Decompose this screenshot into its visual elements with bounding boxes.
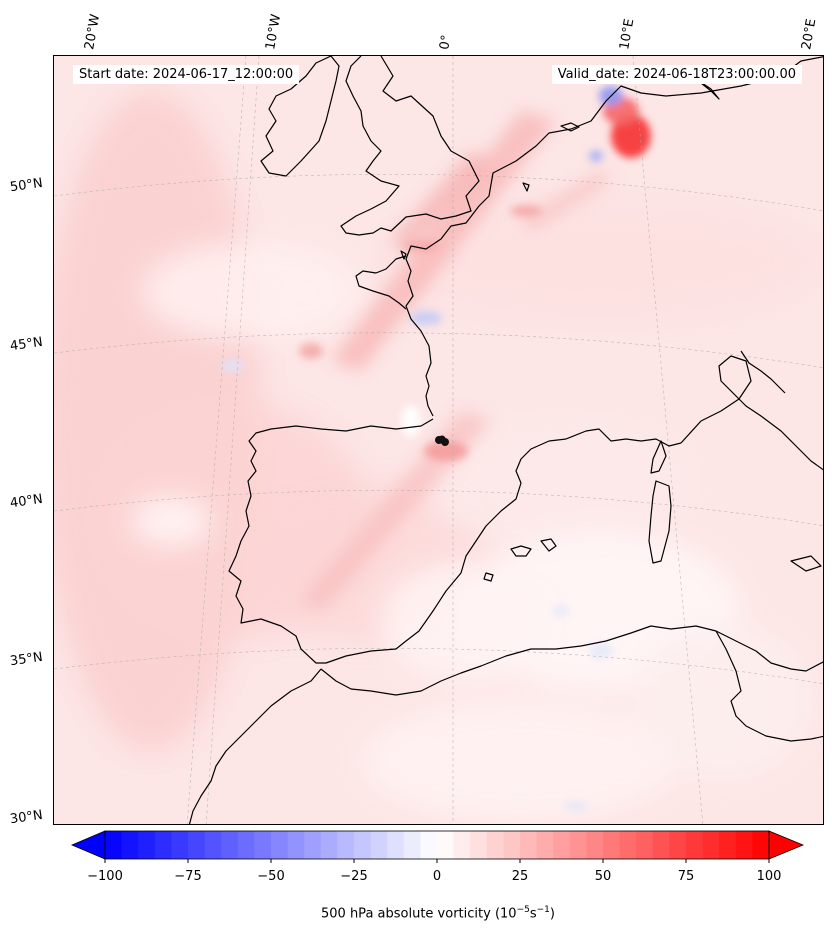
colorbar [70, 830, 805, 863]
start-date-label: Start date: 2024-06-17_12:00:00 [73, 65, 300, 84]
colorbar-cell [105, 831, 123, 859]
colorbar-cell [569, 831, 587, 859]
colorbar-cell [304, 831, 322, 859]
lon-label-20w: 20°W [82, 13, 104, 52]
coastlines [188, 56, 823, 824]
lon-label-10e: 10°E [617, 17, 638, 52]
lat-label-30n: 30°N [9, 807, 44, 828]
colorbar-cell [636, 831, 654, 859]
colorbar-cell [603, 831, 621, 859]
colorbar-cell [486, 831, 504, 859]
valid-date-label: Valid_date: 2024-06-18T23:00:00.00 [551, 65, 802, 84]
cbar-tick-100: 100 [756, 869, 782, 884]
cbar-tick-0: 0 [432, 869, 442, 884]
colorbar-cell [470, 831, 488, 859]
map-panel: Start date: 2024-06-17_12:00:00 Valid_da… [53, 55, 824, 825]
colorbar-ticks [104, 859, 770, 863]
colorbar-label: 500 hPa absolute vorticity (10−5s−1) [321, 905, 555, 922]
colorbar-cell [370, 831, 388, 859]
colorbar-cell [437, 831, 455, 859]
colorbar-cell [619, 831, 637, 859]
cbar-tick-25: 25 [511, 869, 529, 884]
colorbar-cell [121, 831, 139, 859]
lon-label-10w: 10°W [263, 13, 285, 52]
colorbar-extend-max [768, 830, 805, 860]
colorbar-cell [752, 831, 770, 859]
lat-label-45n: 45°N [9, 334, 44, 355]
colorbar-cell [221, 831, 239, 859]
colorbar-extend-min [70, 830, 106, 860]
colorbar-cell [520, 831, 538, 859]
colorbar-cell [420, 831, 438, 859]
colorbar-cell [188, 831, 206, 859]
lat-label-40n: 40°N [9, 491, 44, 512]
colorbar-cell [503, 831, 521, 859]
lon-label-0: 0° [437, 33, 455, 51]
colorbar-cells [70, 830, 805, 860]
cbar-tick--50: −50 [257, 869, 285, 884]
point-marker [435, 435, 449, 446]
colorbar-cell [536, 831, 554, 859]
colorbar-cell [686, 831, 704, 859]
lat-label-50n: 50°N [9, 175, 44, 196]
colorbar-cell [702, 831, 720, 859]
colorbar-cell [287, 831, 305, 859]
map-canvas [54, 56, 823, 824]
colorbar-cell [553, 831, 571, 859]
cbar-tick--75: −75 [174, 869, 202, 884]
colorbar-cell [719, 831, 737, 859]
colorbar-cell [154, 831, 172, 859]
colorbar-cell [138, 831, 156, 859]
cbar-tick-50: 50 [594, 869, 612, 884]
cbar-tick--100: −100 [87, 869, 123, 884]
cbar-tick--25: −25 [340, 869, 368, 884]
colorbar-cell [586, 831, 604, 859]
colorbar-cell [320, 831, 338, 859]
colorbar-cell [652, 831, 670, 859]
colorbar-cell [254, 831, 272, 859]
colorbar-cell [669, 831, 687, 859]
colorbar-cell [171, 831, 189, 859]
colorbar-cell [337, 831, 355, 859]
cbar-tick-75: 75 [677, 869, 695, 884]
colorbar-cell [354, 831, 372, 859]
colorbar-cell [735, 831, 753, 859]
vorticity-field [54, 86, 821, 821]
colorbar-cell [271, 831, 289, 859]
colorbar-cell [237, 831, 255, 859]
graticule [54, 56, 823, 824]
lon-label-20e: 20°E [799, 17, 820, 52]
colorbar-cell [403, 831, 421, 859]
colorbar-cell [453, 831, 471, 859]
colorbar-cell [387, 831, 405, 859]
lat-label-35n: 35°N [9, 649, 44, 670]
colorbar-cell [204, 831, 222, 859]
